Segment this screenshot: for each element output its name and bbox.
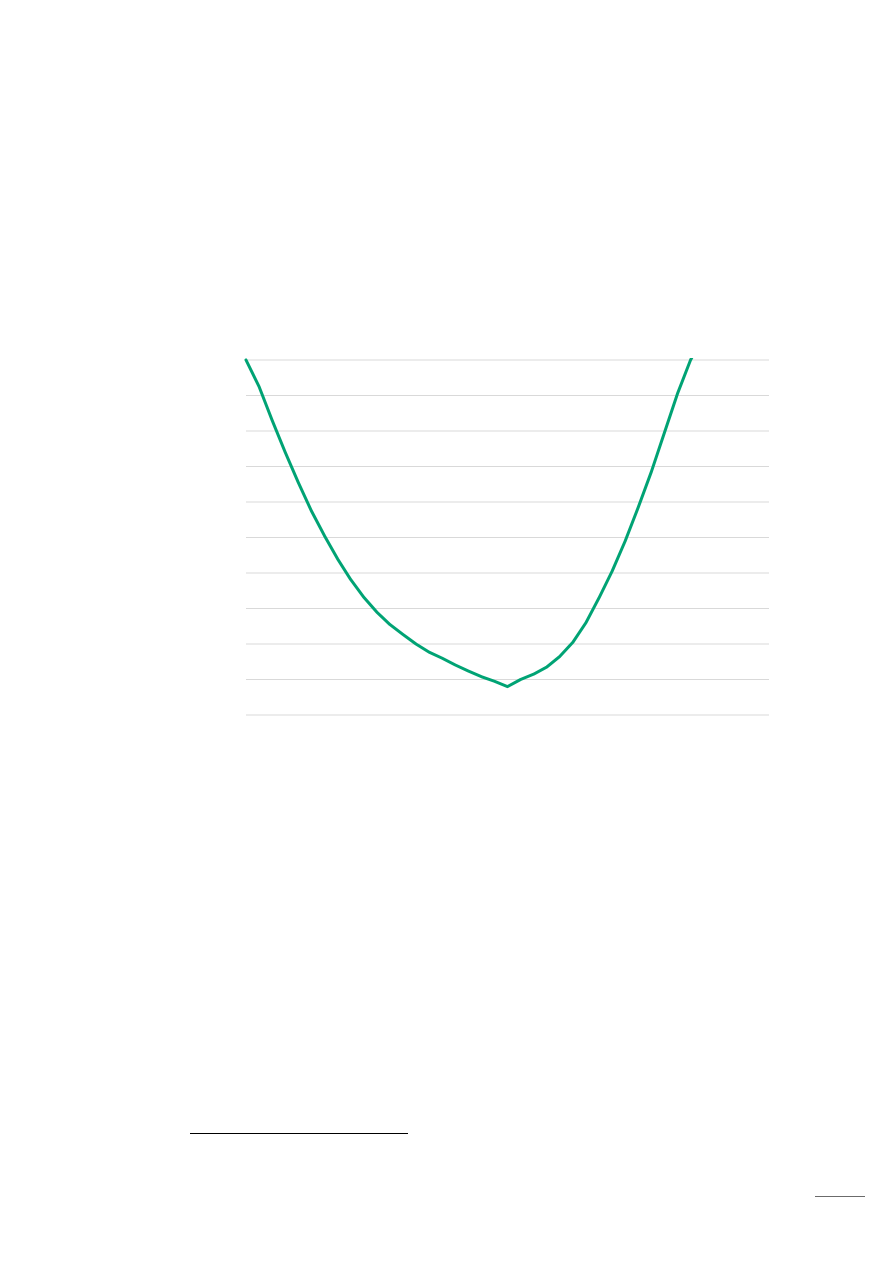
series-layer: [244, 358, 694, 689]
gridlines: [246, 359, 769, 716]
page-number-separator: [815, 1196, 865, 1197]
footnote-separator: [190, 1133, 408, 1134]
series-line-0: [244, 358, 694, 689]
